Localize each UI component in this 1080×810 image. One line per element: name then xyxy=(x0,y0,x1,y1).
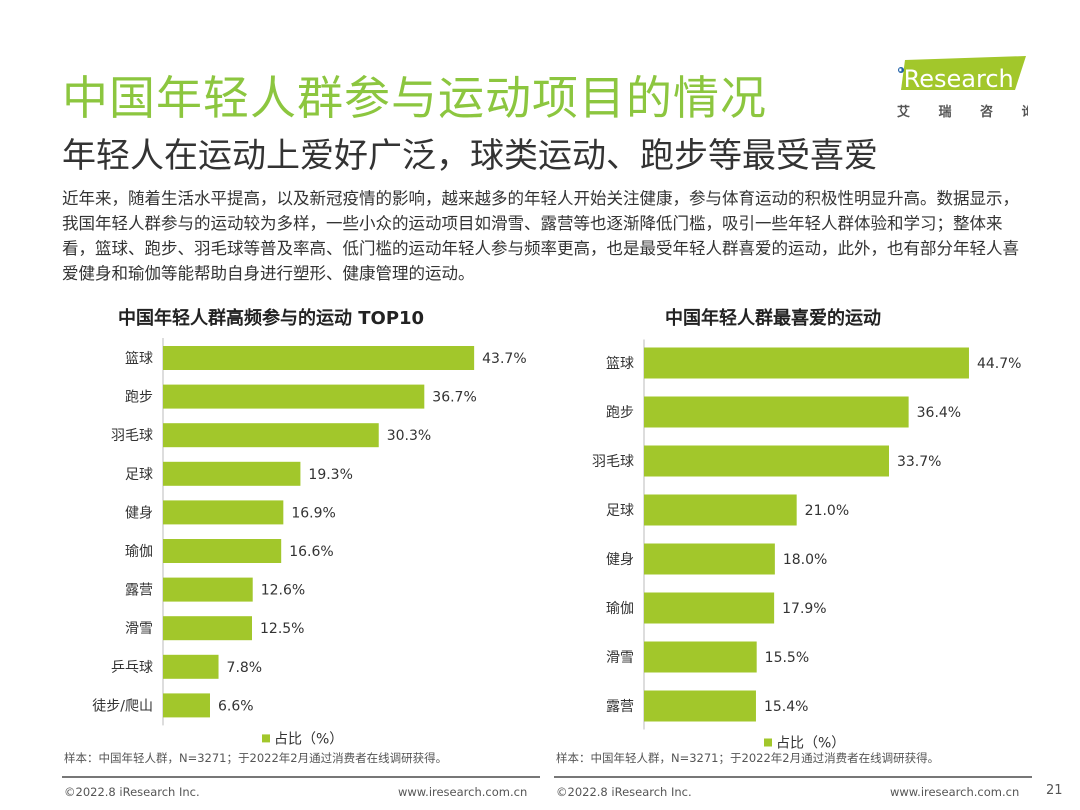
category-label: 跑步 xyxy=(606,405,634,421)
value-label: 33.7% xyxy=(897,454,941,470)
category-label: 乒乓球 xyxy=(111,660,153,676)
bar xyxy=(163,539,282,563)
bar xyxy=(163,461,301,486)
logo-text: iResearch xyxy=(897,65,1014,93)
category-label: 跑步 xyxy=(125,390,153,406)
category-label: 篮球 xyxy=(125,351,153,367)
value-label: 12.6% xyxy=(261,583,305,599)
category-label: 露营 xyxy=(606,699,634,715)
bar xyxy=(644,445,889,477)
category-label: 羽毛球 xyxy=(592,454,634,470)
value-label: 7.8% xyxy=(227,660,263,676)
value-label: 19.3% xyxy=(308,467,352,483)
bar xyxy=(644,543,775,575)
legend-swatch xyxy=(764,738,772,747)
legend-label: 占比（%） xyxy=(776,736,845,751)
value-label: 43.7% xyxy=(482,351,526,367)
value-label: 16.9% xyxy=(291,505,335,521)
value-label: 6.6% xyxy=(218,698,254,714)
legend-label: 占比（%） xyxy=(274,731,343,747)
category-label: 滑雪 xyxy=(606,649,634,666)
bar xyxy=(644,690,756,722)
bar xyxy=(163,693,210,718)
category-label: 瑜伽 xyxy=(125,544,153,560)
logo-cn: 艾 瑞 咨 询 xyxy=(897,104,1028,120)
page-number: 21 xyxy=(1046,783,1063,798)
chart2: 篮球 44.7% 跑步 36.4% 羽毛球 33.7% 足球 21.0% 健身 18.0% 瑜伽 17… xyxy=(592,339,1021,751)
value-label: 21.0% xyxy=(805,503,849,519)
chart1: 篮球 43.7% 跑步 36.7% 羽毛球 30.3% 足球 19.3% 健身 16.9% 瑜伽 16… xyxy=(92,338,527,747)
category-label: 篮球 xyxy=(606,356,634,372)
bar xyxy=(163,384,425,409)
value-label: 15.5% xyxy=(765,650,809,666)
value-label: 15.4% xyxy=(764,699,808,715)
value-label: 44.7% xyxy=(977,356,1021,372)
page-title: 中国年轻人群参与运动项目的情况 xyxy=(62,71,767,125)
bar xyxy=(163,654,219,679)
divider-left xyxy=(62,776,540,778)
category-label: 健身 xyxy=(125,505,153,521)
bar xyxy=(163,500,284,525)
bar xyxy=(644,347,969,379)
category-label: 滑雪 xyxy=(125,620,153,637)
chart2-note: 样本：中国年轻人群，N=3271；于2022年2月通过消费者在线调研获得。 xyxy=(556,751,940,765)
value-label: 12.5% xyxy=(260,621,304,637)
legend-swatch xyxy=(262,734,270,743)
bar xyxy=(163,577,253,602)
url-left: www.iresearch.com.cn xyxy=(398,785,528,799)
category-label: 足球 xyxy=(125,467,153,483)
value-label: 36.7% xyxy=(432,390,476,406)
bar xyxy=(644,592,775,624)
bar xyxy=(163,616,252,641)
chart1-title: 中国年轻人群高频参与的运动 TOP10 xyxy=(118,308,425,329)
url-right: www.iresearch.com.cn xyxy=(890,785,1020,799)
bar xyxy=(644,396,909,428)
category-label: 健身 xyxy=(606,552,634,568)
copyright-right: ©2022.8 iResearch Inc. xyxy=(556,785,692,799)
bar xyxy=(163,346,475,370)
category-label: 足球 xyxy=(606,503,634,519)
category-label: 露营 xyxy=(125,583,153,599)
value-label: 36.4% xyxy=(917,405,961,421)
bar xyxy=(163,423,379,448)
value-label: 30.3% xyxy=(387,428,431,444)
chart1-note: 样本：中国年轻人群，N=3271；于2022年2月通过消费者在线调研获得。 xyxy=(64,751,448,765)
value-label: 18.0% xyxy=(783,552,827,568)
divider-right xyxy=(554,776,1032,778)
chart2-title: 中国年轻人群最喜爱的运动 xyxy=(665,308,881,329)
value-label: 17.9% xyxy=(782,601,826,617)
bar xyxy=(644,494,797,526)
category-label: 羽毛球 xyxy=(111,428,153,444)
category-label: 瑜伽 xyxy=(606,601,634,617)
body-text: 近年来，随着生活水平提高，以及新冠疫情的影响，越来越多的年轻人开始关注健康，参与… xyxy=(62,189,1019,283)
copyright-left: ©2022.8 iResearch Inc. xyxy=(64,785,200,799)
iresearch-logo: iResearch 艾 瑞 咨 询 xyxy=(897,56,1028,120)
bar xyxy=(644,641,757,673)
page-subtitle: 年轻人在运动上爱好广泛，球类运动、跑步等最受喜爱 xyxy=(62,136,878,176)
category-label: 徒步/爬山 xyxy=(92,698,153,714)
value-label: 16.6% xyxy=(289,544,333,560)
